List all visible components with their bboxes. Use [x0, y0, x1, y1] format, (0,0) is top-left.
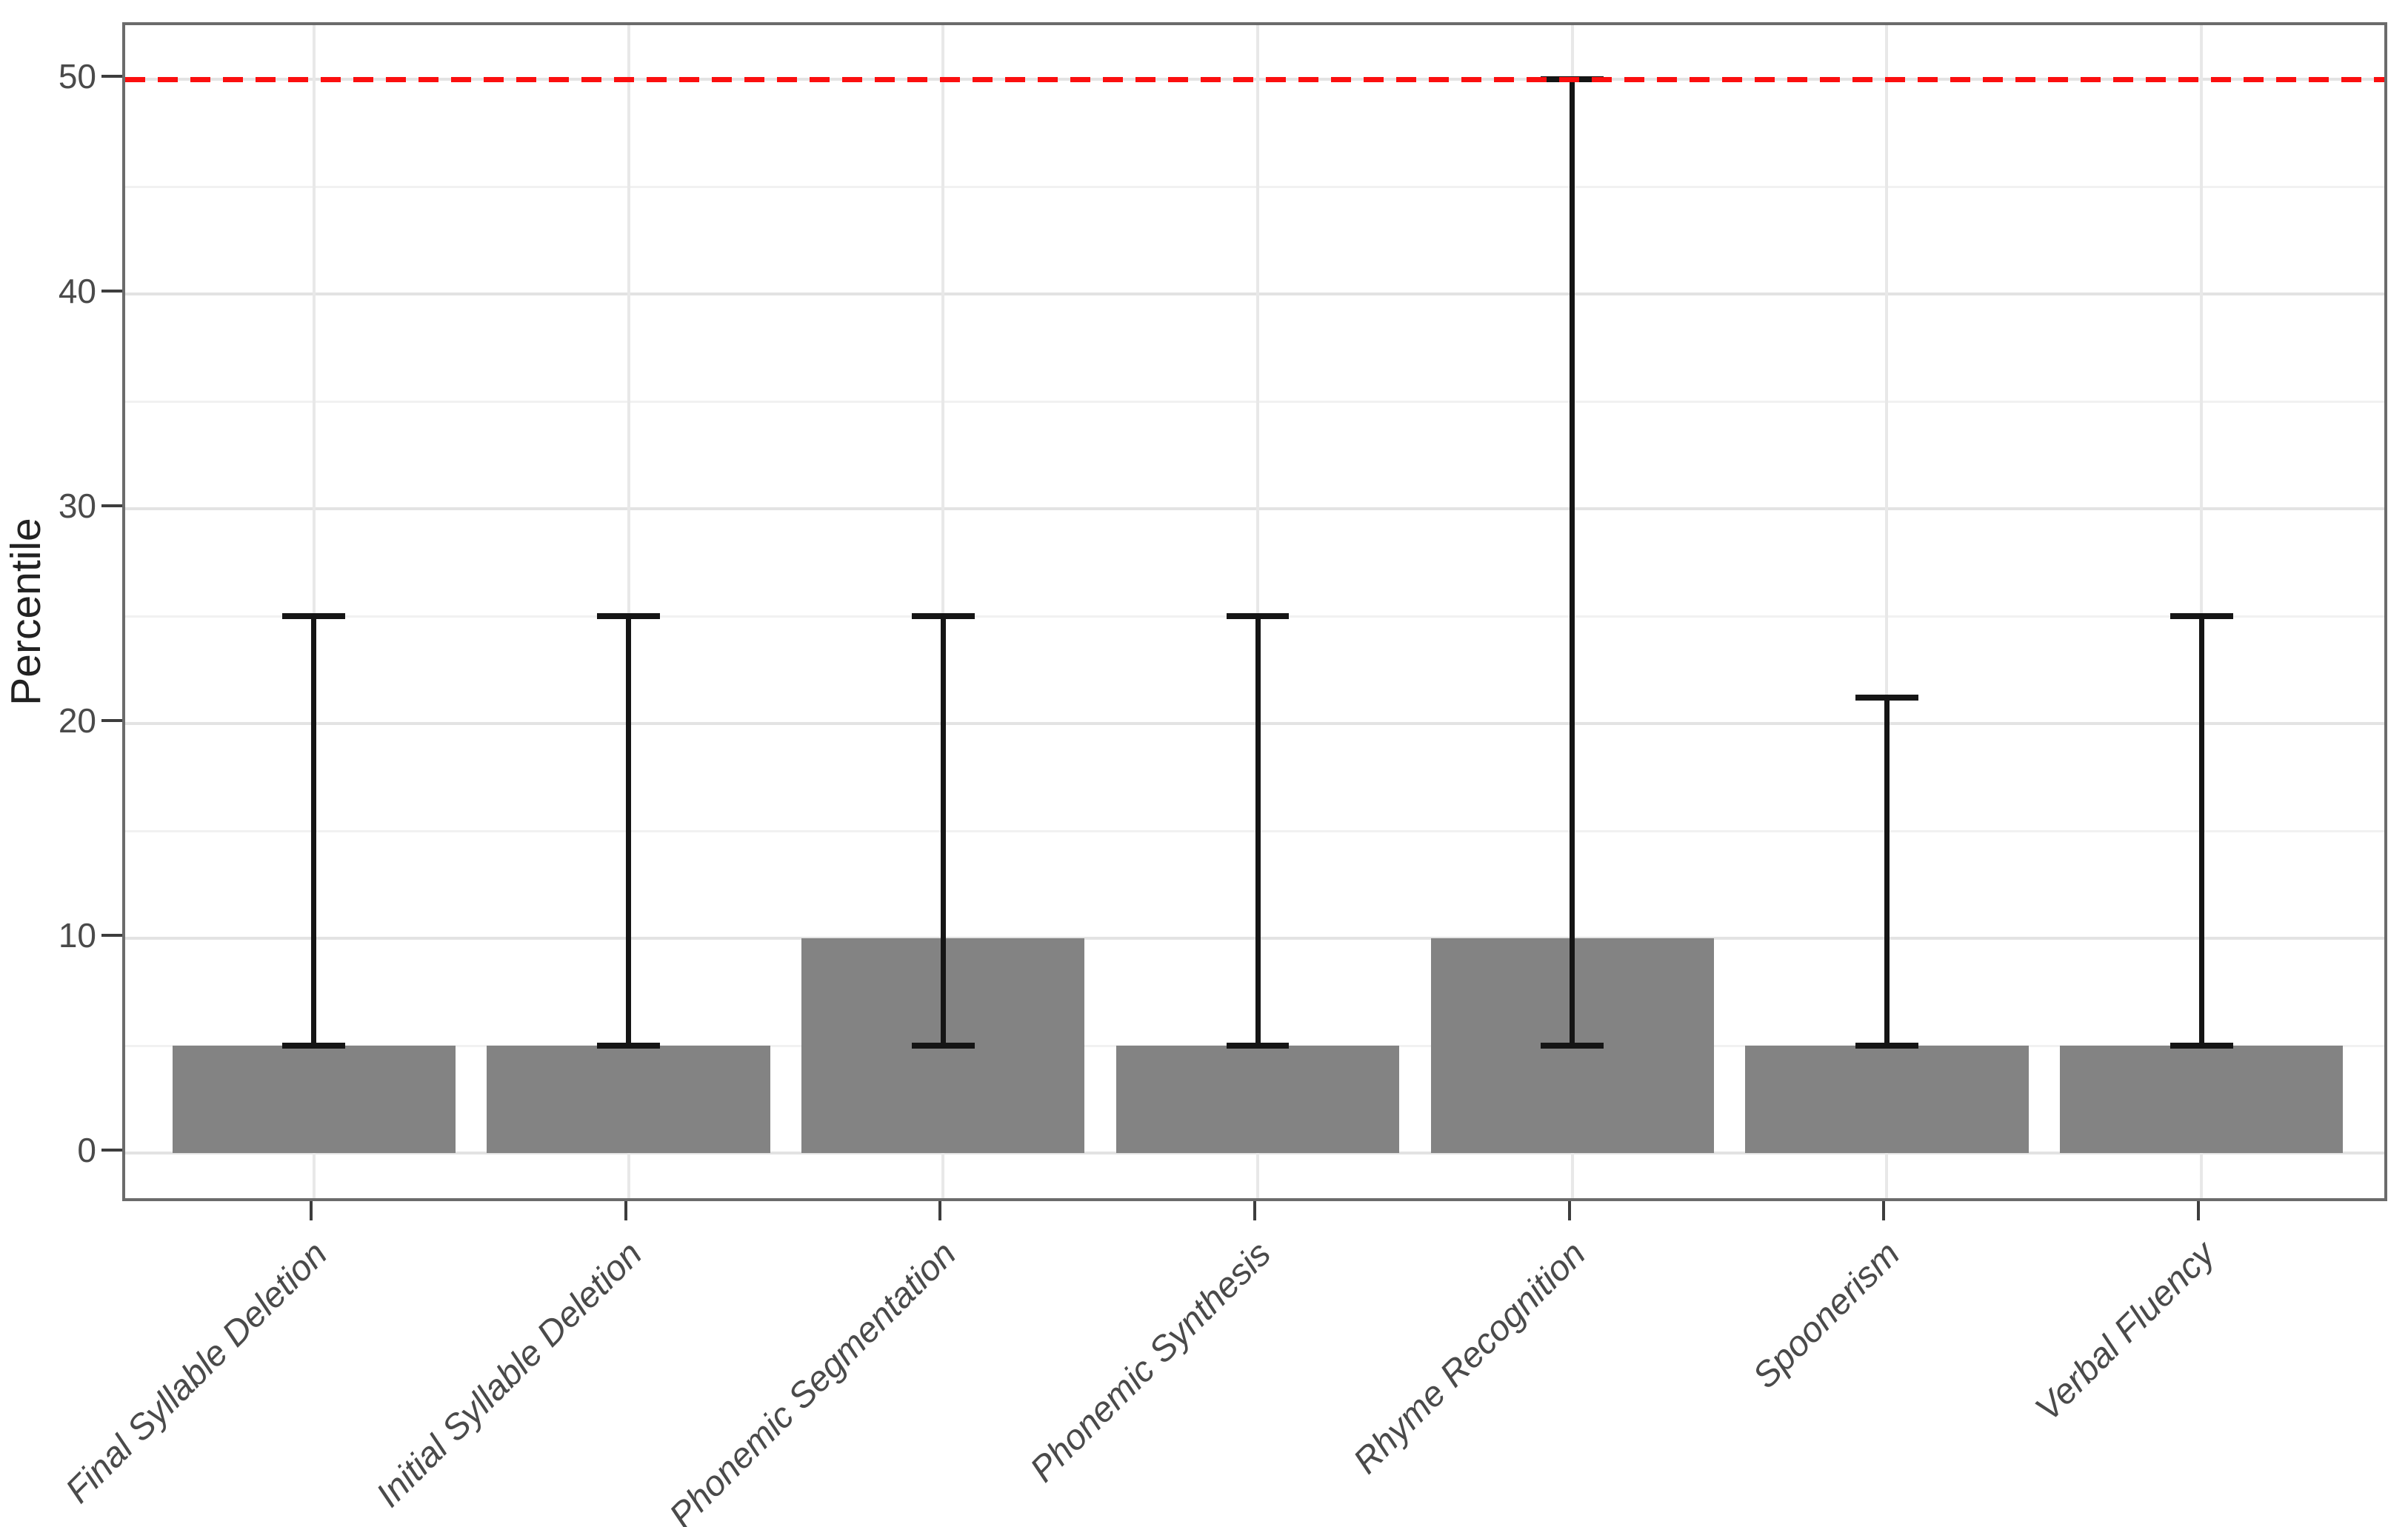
y-gridline-major [125, 722, 2384, 725]
error-bar-cap-bottom [597, 1043, 661, 1049]
y-axis-tick [101, 75, 122, 78]
bar [487, 1046, 770, 1153]
error-bar-cap-top [597, 613, 661, 619]
y-gridline-major [125, 937, 2384, 940]
x-gridline-major [941, 25, 945, 1198]
x-tick-label: Rhyme Recognition [1346, 1234, 1593, 1482]
x-axis-tick [938, 1201, 942, 1220]
x-axis-tick [1253, 1201, 1256, 1220]
x-gridline-major [2200, 25, 2204, 1198]
y-gridline-major [125, 293, 2384, 295]
error-bar-cap-bottom [911, 1043, 975, 1049]
error-bar-line [2198, 616, 2204, 1046]
y-axis-tick [101, 1149, 122, 1152]
error-bar-cap-bottom [1226, 1043, 1290, 1049]
y-tick-label: 0 [77, 1131, 96, 1169]
y-axis-tick [101, 934, 122, 937]
x-tick-label: Initial Syllable Deletion [368, 1234, 650, 1515]
y-gridline-minor [125, 185, 2384, 188]
error-bar-cap-bottom [282, 1043, 346, 1049]
bar [2060, 1046, 2344, 1153]
y-tick-label: 50 [58, 57, 96, 96]
y-tick-label: 20 [58, 701, 96, 740]
x-axis-tick [1882, 1201, 1886, 1220]
y-gridline-major [125, 1152, 2384, 1155]
y-axis-tick [101, 504, 122, 507]
y-gridline-major [125, 507, 2384, 510]
y-gridline-minor [125, 829, 2384, 832]
x-tick-label: Spoonerism [1746, 1234, 1908, 1397]
y-axis-title: Percentile [2, 518, 50, 706]
error-bar-cap-bottom [2169, 1043, 2233, 1049]
plot-panel [122, 22, 2387, 1201]
bar [1115, 1046, 1400, 1153]
error-bar-line [311, 616, 317, 1046]
x-tick-label: Final Syllable Deletion [58, 1234, 336, 1511]
error-bar-cap-bottom [1541, 1043, 1604, 1049]
y-gridline-minor [125, 400, 2384, 403]
error-bar-line [1884, 698, 1890, 1046]
error-bar-line [1570, 79, 1575, 1046]
error-bar-cap-top [1855, 695, 1918, 701]
x-tick-label: Verbal Fluency [2027, 1234, 2223, 1429]
x-gridline-major [627, 25, 630, 1198]
x-gridline-major [1256, 25, 1259, 1198]
y-tick-label: 30 [58, 487, 96, 525]
bar [1745, 1046, 2029, 1153]
error-bar-cap-top [911, 613, 975, 619]
error-bar-line [1255, 616, 1261, 1046]
x-axis-tick [2197, 1201, 2201, 1220]
error-bar-line [940, 616, 946, 1046]
error-bar-cap-top [2169, 613, 2233, 619]
error-bar-cap-top [1226, 613, 1290, 619]
bar [172, 1046, 456, 1153]
x-axis-tick [1567, 1201, 1571, 1220]
x-gridline-major [1885, 25, 1889, 1198]
error-bar-line [626, 616, 632, 1046]
y-tick-label: 40 [58, 272, 96, 310]
error-bar-cap-top [282, 613, 346, 619]
x-axis-tick [624, 1201, 627, 1220]
x-tick-label: Phonemic Synthesis [1023, 1234, 1279, 1490]
y-tick-label: 10 [58, 916, 96, 955]
x-gridline-major [312, 25, 316, 1198]
error-bar-cap-bottom [1855, 1043, 1918, 1049]
x-tick-label: Phonemic Segmentation [662, 1234, 964, 1527]
reference-line [125, 76, 2384, 82]
y-axis-tick [101, 290, 122, 293]
y-axis-tick [101, 719, 122, 722]
x-axis-tick [309, 1201, 313, 1220]
